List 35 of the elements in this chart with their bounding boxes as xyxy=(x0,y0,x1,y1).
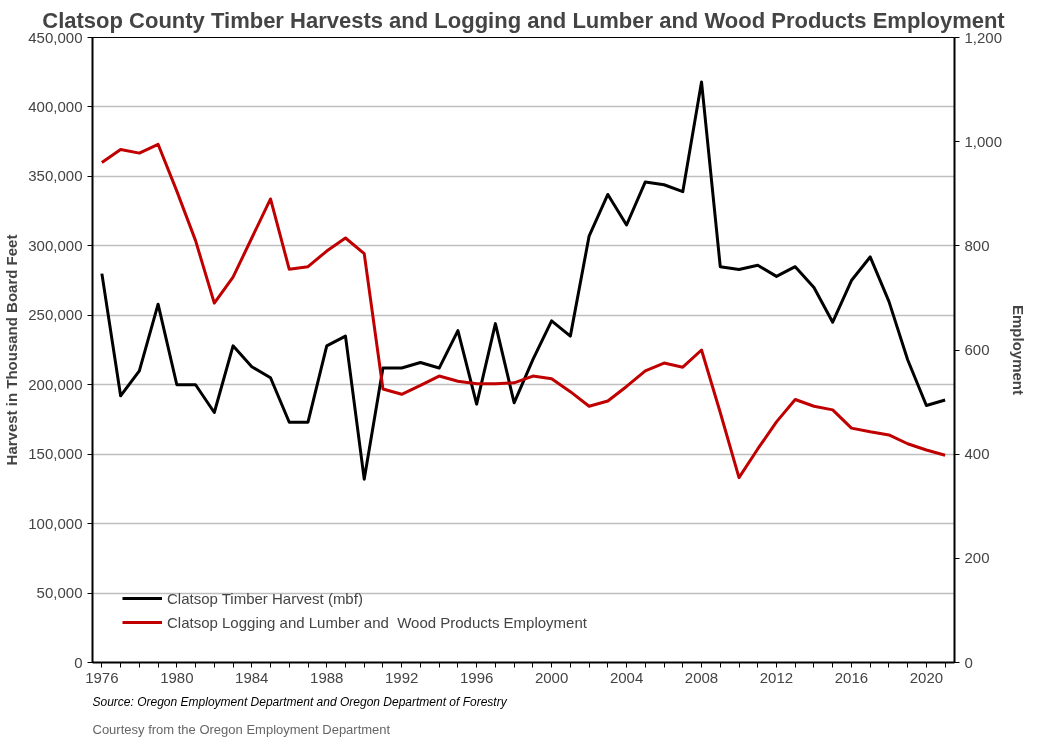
y-tick-label: 0 xyxy=(74,653,83,671)
y-tick-label: 400,000 xyxy=(28,97,83,115)
y-axis-title: Harvest in Thousand Board Feet xyxy=(3,234,21,466)
y2-axis-title: Employment xyxy=(1010,304,1028,396)
y-tick-label: 350,000 xyxy=(28,167,83,185)
x-tick-label: 1988 xyxy=(310,668,344,686)
x-tick-label: 1984 xyxy=(235,668,269,686)
x-tick-label: 1976 xyxy=(85,668,119,686)
y-tick-label: 100,000 xyxy=(28,514,83,532)
x-tick-label: 2004 xyxy=(609,668,644,686)
y2-tick-label: 800 xyxy=(964,236,990,254)
line-series xyxy=(100,80,947,481)
y2-tick-label: 0 xyxy=(964,653,973,671)
x-tick-label: 2008 xyxy=(684,668,719,686)
y-tick-label: 150,000 xyxy=(28,445,83,463)
y2-tick-label: 1,000 xyxy=(964,132,1003,150)
y2-tick-label: 400 xyxy=(964,445,990,463)
x-tick-label: 1992 xyxy=(385,668,419,686)
x-tick-label: 2016 xyxy=(834,668,869,686)
text: Courtesy from the Oregon Employment Department xyxy=(92,721,391,737)
legend-label: Clatsop Logging and Lumber and Wood Products Employment xyxy=(167,613,587,631)
x-tick-label: 2012 xyxy=(759,668,794,686)
x-tick-label: 1980 xyxy=(160,668,194,686)
x-tick-label: 1996 xyxy=(459,668,494,686)
y2-tick-label: 200 xyxy=(964,549,990,567)
y-tick-label: 50,000 xyxy=(36,584,83,602)
y2-tick-label: 600 xyxy=(964,341,990,358)
y-tick-label: 300,000 xyxy=(28,236,83,254)
line-series xyxy=(100,142,947,480)
x-tick-label: 2020 xyxy=(909,668,944,686)
y-tick-label: 200,000 xyxy=(28,375,83,393)
y-tick-label: 250,000 xyxy=(28,306,83,324)
source-note: Source: Oregon Employment Department and Oregon Department of Forestry xyxy=(92,694,508,709)
legend-label: Clatsop Timber Harvest (mbf) xyxy=(167,589,363,607)
x-tick-label: 2000 xyxy=(534,668,569,686)
